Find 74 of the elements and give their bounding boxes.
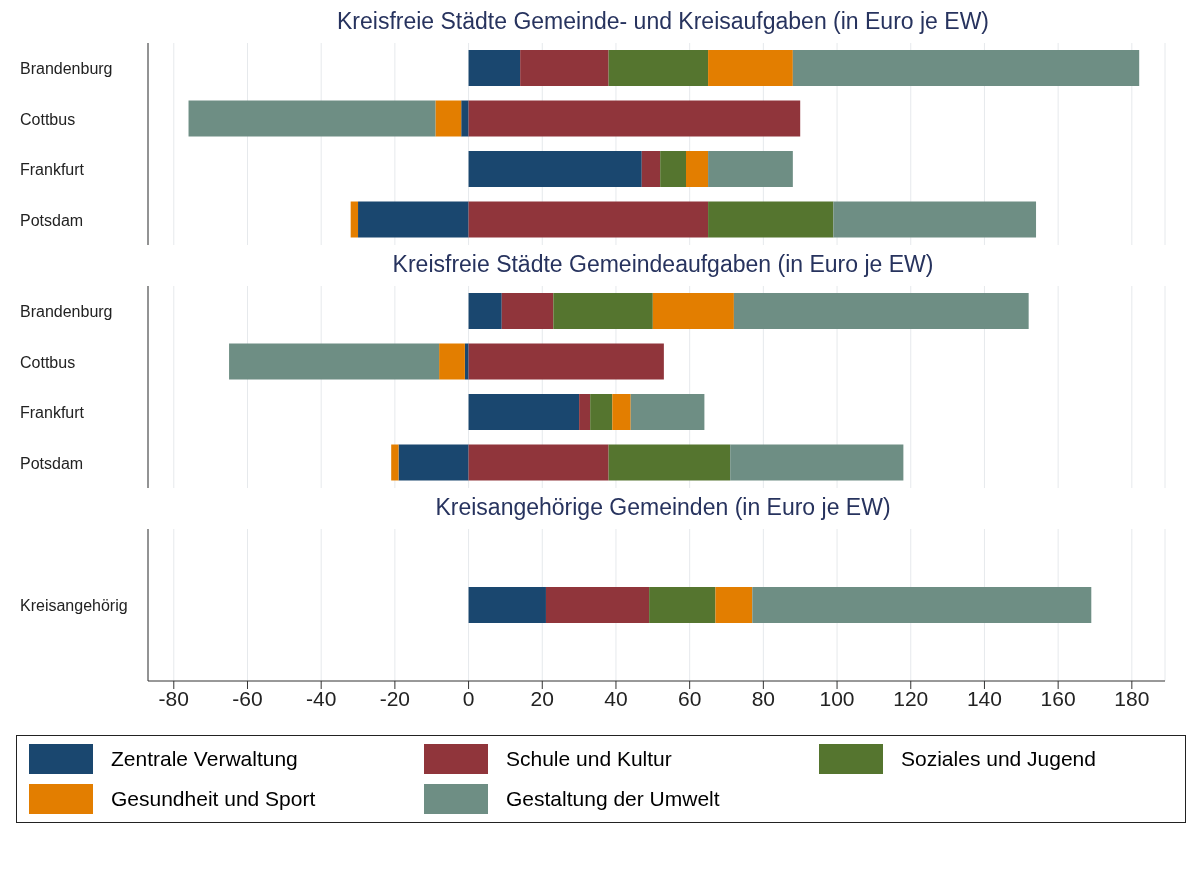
x-tick-label: -80: [158, 686, 189, 710]
legend-label: Gestaltung der Umwelt: [506, 787, 720, 811]
y-tick-label: Kreisangehörig: [20, 597, 128, 614]
bar: [468, 343, 664, 380]
legend-label: Gesundheit und Sport: [111, 787, 316, 811]
bar: [398, 444, 469, 481]
bar: [468, 394, 580, 430]
bar: [833, 201, 1037, 238]
x-tick-label: -20: [379, 686, 411, 710]
bar: [660, 151, 686, 187]
x-tick-label: 40: [604, 686, 628, 710]
x-tick-label: -40: [306, 686, 337, 710]
chart-title: Kreisfreie Städte Gemeindeaufgaben (in Euro je EW): [391, 251, 935, 278]
chart-title: Kreisfreie Städte Gemeinde- und Kreisaufgaben (in Euro je EW): [336, 8, 990, 35]
bar: [391, 444, 399, 481]
bar: [708, 201, 834, 238]
bar: [468, 151, 642, 187]
x-tick-label: 160: [1040, 686, 1076, 710]
bar: [229, 343, 440, 380]
legend-label: Schule und Kultur: [506, 747, 672, 771]
bar: [641, 151, 661, 187]
y-tick-label: Cottbus: [20, 110, 76, 128]
bar: [733, 293, 1029, 329]
bar: [464, 343, 469, 380]
x-tick-label: 100: [819, 686, 855, 710]
bar: [652, 293, 734, 329]
y-tick-label: Brandenburg: [20, 60, 113, 78]
x-tick-label: 60: [677, 686, 702, 710]
x-tick-label: 20: [530, 686, 554, 710]
bar: [468, 100, 801, 137]
y-tick-label: Cottbus: [20, 353, 76, 371]
bar: [188, 100, 436, 137]
legend-label: Zentrale Verwaltung: [111, 747, 298, 771]
bar: [730, 444, 904, 481]
bar: [630, 394, 705, 430]
bar: [435, 100, 462, 137]
bar: [545, 587, 650, 623]
bar: [468, 293, 502, 329]
bar: [649, 587, 716, 623]
x-tick-label: 140: [966, 686, 1002, 710]
bar: [608, 50, 709, 86]
bar: [708, 151, 793, 187]
legend-label: Soziales und Jugend: [901, 747, 1096, 771]
bar: [590, 394, 613, 430]
bar: [358, 201, 469, 238]
bar: [553, 293, 653, 329]
bar: [520, 50, 609, 86]
x-tick-label: 0: [462, 686, 475, 710]
bar: [708, 50, 793, 86]
bar: [685, 151, 709, 187]
y-tick-label: Potsdam: [20, 211, 84, 229]
x-tick-label: 180: [1114, 686, 1150, 710]
bar: [792, 50, 1140, 86]
bar: [468, 201, 709, 238]
bar: [579, 394, 591, 430]
bar: [468, 444, 609, 481]
x-tick-label: -60: [232, 686, 263, 710]
chart-title: Kreisangehörige Gemeinden (in Euro je EW): [434, 494, 892, 521]
bar: [468, 50, 521, 86]
bar: [461, 100, 469, 137]
x-tick-label: 80: [751, 686, 776, 710]
x-tick-label: 120: [893, 686, 929, 710]
bar: [608, 444, 731, 481]
y-tick-label: Brandenburg: [20, 303, 113, 321]
y-tick-label: Frankfurt: [20, 404, 85, 422]
bar: [468, 587, 546, 623]
bar: [715, 587, 753, 623]
y-tick-label: Potsdam: [20, 454, 84, 472]
bar: [439, 343, 465, 380]
bar: [752, 587, 1092, 623]
bar: [350, 201, 359, 238]
bar: [612, 394, 631, 430]
bar: [501, 293, 554, 329]
y-tick-label: Frankfurt: [20, 161, 85, 179]
